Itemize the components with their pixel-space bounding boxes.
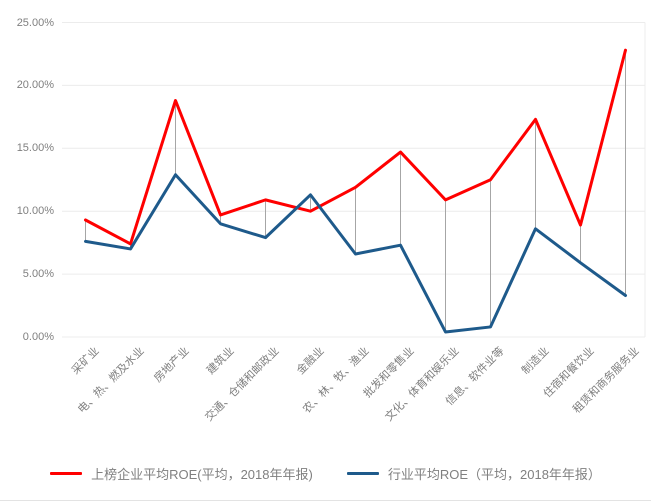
y-axis-tick-label: 10.00% [16,205,54,218]
red-line-swatch-icon [50,471,83,475]
chart-legend: 上榜企业平均ROE(平均，2018年年报) 行业平均ROE（平均，2018年年报… [0,459,651,487]
legend-item-listed-companies-roe: 上榜企业平均ROE(平均，2018年年报) [50,464,313,483]
legend-label-listed-companies-roe: 上榜企业平均ROE(平均，2018年年报) [91,466,313,482]
plot-area [62,22,646,338]
legend-item-industry-average-roe: 行业平均ROE（平均，2018年年报） [346,464,601,483]
y-axis-tick-label: 25.00% [16,16,54,29]
y-axis-tick-label: 20.00% [16,79,54,92]
industry-average-roe-line [84,173,627,334]
bottom-divider [0,500,651,501]
y-axis-tick-label: 5.00% [22,268,54,281]
listed-companies-roe-line [84,48,627,246]
legend-label-industry-average-roe: 行业平均ROE（平均，2018年年报） [387,466,601,482]
y-axis-tick-label: 15.00% [16,142,54,155]
blue-line-swatch-icon [346,471,379,475]
y-axis-tick-label: 0.00% [22,331,54,343]
